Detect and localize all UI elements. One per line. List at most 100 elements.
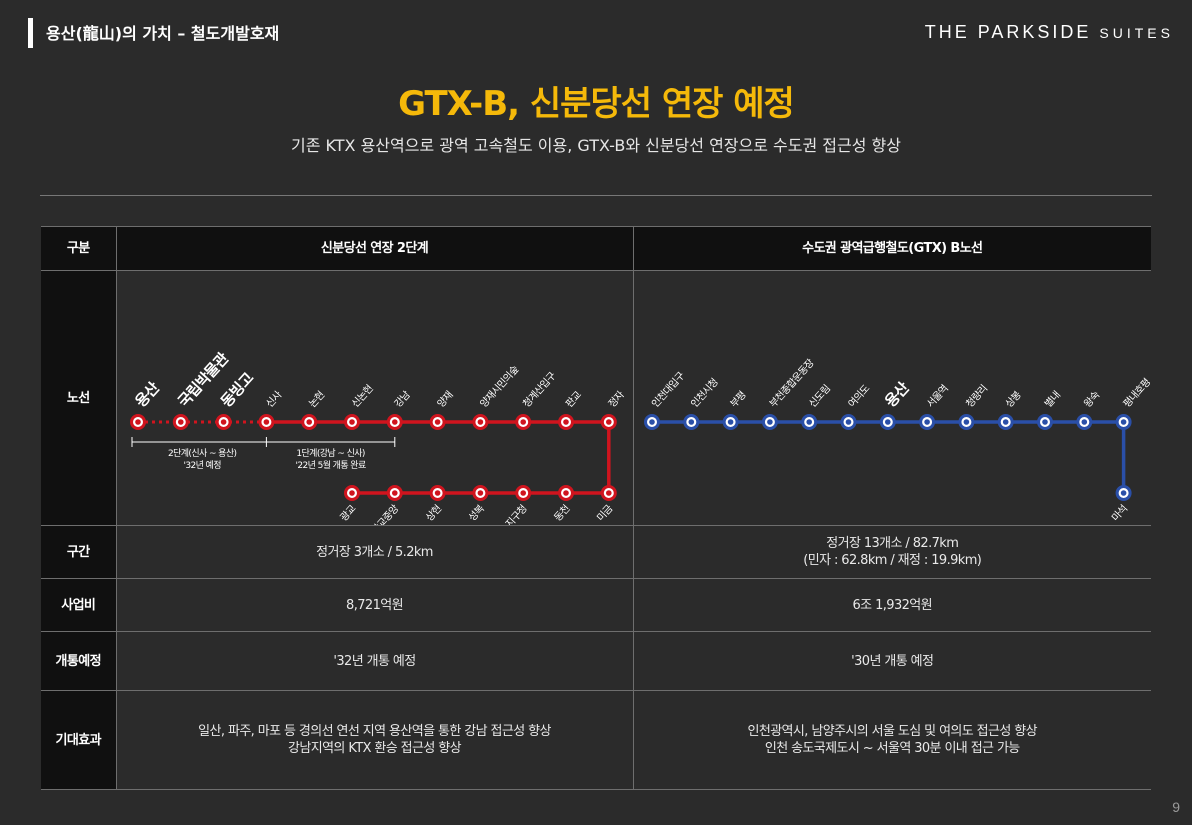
col-header-sinbundang: 신분당선 연장 2단계 [116,226,634,271]
station-label: 미금 [594,503,615,524]
station-label: 청계산입구 [519,369,558,410]
open-col1: '32년 개통 예정 [116,631,634,691]
info-table: 구분 신분당선 연장 2단계 수도권 광역급행철도(GTX) B노선 노선 용산… [41,226,1152,790]
station-marker-center [884,419,891,425]
station-marker-center [263,419,269,425]
station-marker-center [1041,419,1048,425]
station-marker-center [963,419,969,425]
divider [40,195,1152,196]
section-col2-line2: (민자 : 62.8km / 재정 : 19.9km) [803,553,982,568]
subtitle: 기존 KTX 용산역으로 광역 고속철도 이용, GTX-B와 신분당선 연장으… [290,136,901,155]
station-marker-center [434,419,440,425]
phase2-note-line1: 2단계(신사 ~ 용산) [167,447,236,459]
section-row: 구간 정거장 3개소 / 5.2km 정거장 13개소 / 82.7km (민자… [41,525,1151,579]
station-label: 수지구청 [497,503,529,525]
station-label: 부평 [727,389,747,410]
brand-main: THE PARKSIDE [924,22,1092,42]
effect-row: 기대효과 일산, 파주, 마포 등 경의선 연선 지역 용산역을 통한 강남 접… [41,690,1151,790]
station-label: 광교 [337,503,358,524]
section-col2: 정거장 13개소 / 82.7km (민자 : 62.8km / 재정 : 19… [633,525,1151,579]
gtxb-route-cell: 인천대입구 인천시청 부평 부천종합운동장 신도림 여의도 용산 서울역 청량리 상봉 별내 왕숙 평내… [633,270,1152,526]
station-label: 인천대입구 [648,369,687,410]
station-label: 양재시민의숲 [477,363,521,410]
station-label: 인천시청 [688,376,720,410]
station-label: 동빙고 [217,369,257,411]
cost-col2: 6조 1,932억원 [633,578,1151,632]
table-header-row: 구분 신분당선 연장 2단계 수도권 광역급행철도(GTX) B노선 [41,226,1151,271]
station-label: 동천 [551,503,572,524]
station-marker-center [348,490,355,496]
open-row: 개통예정 '32년 개통 예정 '30년 개통 예정 [41,631,1151,691]
station-label: 청량리 [963,383,989,410]
section-label: 구간 [41,525,117,579]
phase1-note-line2: '22년 5월 개통 완료 [295,459,365,471]
station-label: 상현 [423,503,444,524]
col-header-category: 구분 [41,226,117,271]
station-marker-center [923,419,930,425]
station-marker-center [434,490,440,496]
station-marker-center [477,419,483,425]
brand-logo: THE PARKSIDE SUITES [925,22,1174,43]
station-marker-center [562,419,569,425]
header-accent-bar [28,18,33,48]
section-col2-line1: 정거장 13개소 / 82.7km [826,536,959,551]
station-label: 신도림 [806,383,832,410]
station-label: 성복 [466,503,487,524]
effect-col1-line1: 일산, 파주, 마포 등 경의선 연선 지역 용산역을 통한 강남 접근성 향상 [198,724,551,739]
cost-row: 사업비 8,721억원 6조 1,932억원 [41,578,1151,632]
station-label: 신논현 [349,383,375,410]
station-marker-center [1120,490,1126,496]
section-col1: 정거장 3개소 / 5.2km [116,525,634,579]
effect-col2: 인천광역시, 남양주시의 서울 도심 및 여의도 접근성 향상 인천 송도국제도… [633,690,1151,790]
effect-col2-line1: 인천광역시, 남양주시의 서울 도심 및 여의도 접근성 향상 [747,724,1038,739]
station-marker-center [766,419,773,425]
station-label: 서울역 [924,383,950,410]
station-marker-center [134,419,141,425]
station-marker-center [348,419,355,425]
station-marker-center [519,490,526,496]
effect-col2-line2: 인천 송도국제도시 ~ 서울역 30분 이내 접근 가능 [764,741,1020,756]
station-label: 상봉 [1003,389,1024,410]
station-marker-center [1120,419,1126,425]
station-marker-center [562,490,569,496]
effect-col1: 일산, 파주, 마포 등 경의선 연선 지역 용산역을 통한 강남 접근성 향상… [116,690,634,790]
station-marker-center [605,419,612,425]
main-title: GTX-B, 신분당선 연장 예정 [398,84,795,124]
phase1-note-line1: 1단계(강남 ~ 신사) [296,447,365,459]
station-marker-center [519,419,526,425]
station-marker-center [305,419,312,425]
station-label: 논현 [306,389,327,410]
station-marker-center [391,419,398,425]
open-label: 개통예정 [41,631,117,691]
effect-col1-line2: 강남지역의 KTX 환승 접근성 향상 [287,741,462,756]
sinbundang-route-cell: 용산 국립박물관 동빙고 신사 논현 신논현 강남 양재 양재시민의숲 청계산입구 판교 정자 광교 광교… [116,270,634,526]
station-label: 왕숙 [1081,389,1102,410]
station-marker-center [605,490,612,496]
cost-label: 사업비 [41,578,117,632]
station-marker-center [391,490,398,496]
station-marker-center [177,419,184,425]
station-label: 별내 [1042,389,1063,410]
station-marker-center [1081,419,1087,425]
station-label: 판교 [563,389,584,410]
station-label: 강남 [392,389,413,410]
station-marker-center [1002,419,1008,425]
station-label: 여의도 [845,383,871,410]
station-label: 양재 [434,389,455,410]
station-marker-center [805,419,812,425]
station-label: 정자 [606,389,627,410]
phase2-note-line2: '32년 예정 [183,460,221,471]
station-label: 마석 [1109,503,1129,524]
col-header-gtxb: 수도권 광역급행철도(GTX) B노선 [633,226,1151,271]
station-marker-center [845,419,851,425]
route-row: 노선 용산 국립박물관 동빙고 신사 논현 신논현 강남 양재 양재시민의숲 청계산입구 판교 정자 광… [41,270,1152,526]
brand-sub: SUITES [1099,25,1174,41]
cost-col1: 8,721억원 [116,578,634,632]
open-col2: '30년 개통 예정 [633,631,1151,691]
station-label: 신사 [263,389,284,410]
station-label: 광교중앙 [369,503,401,525]
effect-label: 기대효과 [41,690,117,790]
station-label: 용산 [881,378,913,410]
